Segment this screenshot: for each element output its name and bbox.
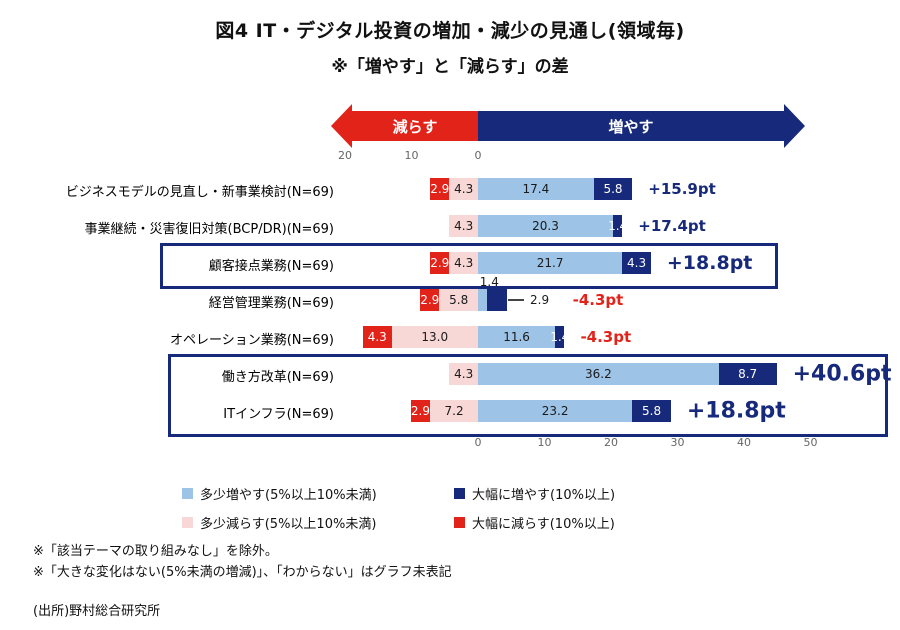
top-axis-tick: 20 — [338, 149, 352, 162]
highlight-box — [160, 243, 778, 289]
legend-item-pos-large: 大幅に増やす(10%以上) — [454, 484, 615, 503]
bar-neg-small: 4.3 — [449, 363, 478, 385]
increase-arrow: 増やす — [478, 111, 784, 141]
bar-neg-large: 4.3 — [362, 326, 392, 348]
bar-neg-small: 4.3 — [449, 178, 478, 200]
source-note: (出所)野村総合研究所 — [33, 604, 161, 619]
diff-label: +18.8pt — [666, 252, 753, 274]
legend-item-neg-large: 大幅に減らす(10%以上) — [454, 513, 615, 532]
bar-neg-large: 2.9 — [430, 178, 450, 200]
bar-neg-small: 13.0 — [391, 326, 478, 348]
legend-label: 多少増やす(5%以上10%未満) — [200, 488, 377, 503]
bar-pos-large: 4.3 — [622, 252, 651, 274]
bar-pos-small: 36.2 — [478, 363, 719, 385]
legend: 多少増やす(5%以上10%未満) 大幅に増やす(10%以上) 多少減らす(5%以… — [182, 484, 615, 542]
decrease-arrow: 減らす — [352, 111, 478, 141]
legend-label: 大幅に減らす(10%以上) — [472, 517, 615, 532]
chart-subtitle: ※「増やす」と「減らす」の差 — [331, 57, 569, 77]
highlight-box — [168, 354, 888, 437]
bar-pos-large: 5.8 — [593, 178, 633, 200]
bottom-axis-tick: 10 — [537, 436, 552, 449]
category-label: ビジネスモデルの見直し・新事業検討(N=69) — [65, 185, 334, 200]
diff-label: +15.9pt — [648, 180, 716, 198]
diff-label: +17.4pt — [638, 217, 706, 235]
diff-label: +40.6pt — [792, 361, 892, 387]
category-label: オペレーション業務(N=69) — [169, 333, 334, 348]
bar-pos-large: 8.7 — [718, 363, 777, 385]
legend-swatch-neg-small — [182, 517, 193, 528]
increase-arrow-label: 増やす — [608, 117, 654, 136]
legend-label: 大幅に増やす(10%以上) — [472, 488, 616, 503]
category-label: 顧客接点業務(N=69) — [208, 259, 334, 274]
legend-swatch-pos-large — [454, 488, 465, 499]
category-label: 事業継続・災害復旧対策(BCP/DR)(N=69) — [84, 222, 334, 237]
bar-neg-large: 2.9 — [410, 400, 431, 422]
diff-label: +18.8pt — [686, 398, 786, 424]
direction-arrow: 減らす 増やす — [352, 111, 784, 141]
bottom-axis-tick: 0 — [474, 436, 482, 449]
bar-pos-large — [487, 289, 507, 311]
bottom-axis-tick: 20 — [604, 436, 618, 449]
legend-row: 多少増やす(5%以上10%未満) 大幅に増やす(10%以上) — [182, 484, 615, 503]
legend-swatch-pos-small — [182, 488, 193, 499]
diff-label: -4.3pt — [580, 328, 632, 346]
bar-pos-large: 1.4 — [550, 326, 569, 348]
bar-pos-small: 17.4 — [478, 178, 594, 200]
footnote-2: ※「大きな変化はない(5%未満の増減)」、「わからない」はグラフ未表記 — [33, 565, 452, 580]
bar-pos-small — [478, 289, 488, 311]
bar-pos-small: 23.2 — [478, 400, 633, 422]
category-label: 経営管理業務(N=69) — [208, 296, 334, 311]
bar-pos-small: 21.7 — [478, 252, 623, 274]
bottom-axis-tick: 50 — [803, 436, 818, 449]
bottom-axis-tick: 40 — [737, 436, 751, 449]
bar-value-label: 1.4 — [479, 275, 499, 289]
top-axis-tick: 10 — [404, 149, 419, 162]
bar-neg-large: 2.9 — [430, 252, 450, 274]
bar-pos-small: 20.3 — [478, 215, 613, 237]
bar-neg-large: 2.9 — [420, 289, 440, 311]
legend-row: 多少減らす(5%以上10%未満) 大幅に減らす(10%以上) — [182, 513, 615, 532]
legend-item-neg-small: 多少減らす(5%以上10%未満) — [182, 513, 454, 532]
bar-pos-large: 5.8 — [632, 400, 671, 422]
bottom-axis-tick: 30 — [670, 436, 685, 449]
leader-line — [507, 299, 524, 301]
chart-title: 図4 IT・デジタル投資の増加・減少の見通し(領域毎) — [215, 20, 685, 42]
bar-neg-small: 4.3 — [449, 252, 478, 274]
bar-neg-small: 5.8 — [439, 289, 478, 311]
legend-swatch-neg-large — [454, 517, 465, 528]
diff-label: -4.3pt — [572, 291, 624, 309]
footnote-1: ※「該当テーマの取り組みなし」を除外。 — [33, 544, 278, 559]
decrease-arrow-label: 減らす — [392, 117, 438, 136]
category-label: 働き方改革(N=69) — [221, 370, 334, 385]
legend-label: 多少減らす(5%以上10%未満) — [200, 517, 377, 532]
bar-neg-small: 7.2 — [430, 400, 478, 422]
category-label: ITインフラ(N=69) — [223, 407, 334, 422]
bar-pos-small: 11.6 — [478, 326, 556, 348]
bar-value-label: 2.9 — [530, 293, 550, 307]
legend-item-pos-small: 多少増やす(5%以上10%未満) — [182, 484, 454, 503]
bar-neg-small: 4.3 — [449, 215, 478, 237]
top-axis-tick: 0 — [474, 149, 482, 162]
bar-pos-large: 1.4 — [608, 215, 627, 237]
